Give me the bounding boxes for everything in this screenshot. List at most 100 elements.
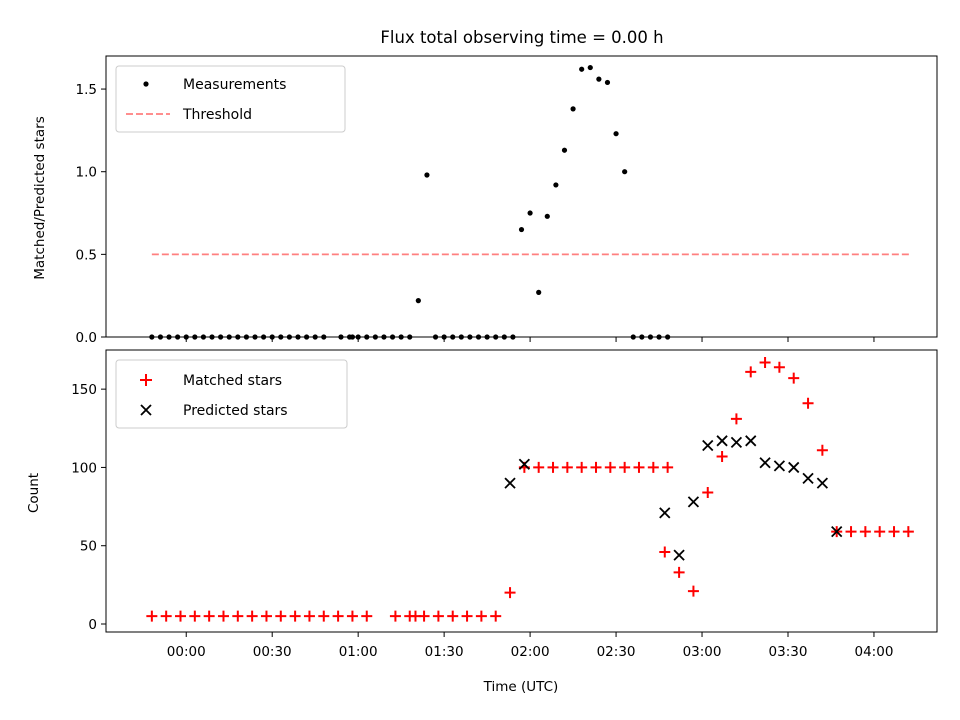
measurement-point [536, 289, 542, 295]
legend-measurements-marker [143, 81, 149, 87]
matched-star-point [203, 610, 215, 622]
matched-star-point [561, 461, 573, 473]
matched-star-point [659, 546, 671, 558]
matched-star-point [802, 397, 814, 409]
legend-matched-label: Matched stars [183, 373, 282, 389]
matched-star-point [633, 461, 645, 473]
legend-predicted-marker [140, 404, 152, 416]
measurement-point [553, 182, 559, 188]
predicted-star-point [816, 477, 829, 489]
matched-star-point [303, 610, 315, 622]
legend-predicted-label: Predicted stars [183, 403, 288, 419]
matched-star-point [576, 461, 588, 473]
predicted-star-point [802, 472, 814, 485]
top-panel: Flux total observing time = 0.00 h Match… [32, 28, 938, 346]
matched-star-point [845, 526, 857, 538]
matched-star-point [788, 372, 800, 384]
bottom-panel: Count Time (UTC) 0 50 100 150 00:00 00:30 01:… [26, 349, 938, 695]
predicted-star-point [702, 439, 714, 452]
bottom-x-ticks: 00:00 00:30 01:00 01:30 02:00 02:30 03:00 03:30… [167, 632, 894, 660]
matched-star-point [189, 610, 201, 622]
top-y-tick-label: 1.5 [76, 82, 97, 98]
measurement-point [415, 298, 421, 304]
matched-star-point [389, 610, 401, 622]
predicted-star-point [788, 461, 800, 474]
bottom-x-tick-label: 04:00 [855, 644, 894, 660]
bottom-y-tick-label: 0 [88, 617, 97, 633]
matched-star-point [619, 461, 631, 473]
bottom-x-tick-label: 00:30 [253, 644, 292, 660]
measurement-point [613, 131, 619, 137]
bottom-y-tick-label: 50 [80, 539, 97, 555]
predicted-star-point [518, 458, 531, 470]
matched-star-point [773, 361, 785, 373]
top-chart-title: Flux total observing time = 0.00 h [380, 28, 663, 47]
matched-star-point [604, 461, 616, 473]
top-legend-box [115, 65, 346, 133]
bottom-plot-frame [105, 349, 938, 633]
measurement-point [570, 106, 576, 112]
predicted-star-point [831, 525, 843, 538]
matched-star-point [461, 610, 473, 622]
matched-star-point [673, 566, 685, 578]
top-y-ticks: 0.0 0.5 1.0 1.5 [76, 82, 106, 346]
matched-star-point [490, 610, 502, 622]
x-axis-label: Time (UTC) [483, 679, 559, 695]
measurement-point [518, 226, 525, 233]
matched-star-point [730, 413, 742, 425]
matched-star-point [332, 610, 344, 622]
bottom-y-axis-label: Count [26, 473, 42, 513]
matched-star-point [745, 366, 757, 378]
matched-star-point [217, 610, 229, 622]
bottom-x-tick-label: 03:00 [683, 644, 722, 660]
matched-star-point [275, 610, 287, 622]
legend-threshold-label: Threshold [182, 107, 252, 123]
legend-measurements-label: Measurements [183, 77, 286, 93]
bottom-x-tick-label: 01:30 [425, 644, 464, 660]
top-y-tick-label: 1.0 [76, 165, 97, 181]
bottom-x-tick-label: 00:00 [167, 644, 206, 660]
bottom-legend-box [115, 359, 348, 429]
matched-star-point [418, 610, 430, 622]
matched-star-point [475, 610, 487, 622]
measurement-point [622, 169, 628, 175]
top-x-ticks [185, 337, 875, 342]
measurement-point [596, 76, 602, 82]
matched-star-point [346, 610, 358, 622]
matched-star-point [504, 587, 516, 599]
matched-star-point [547, 461, 559, 473]
top-plot-frame [105, 55, 938, 338]
measurement-point [527, 210, 533, 216]
top-legend: Measurements Threshold [115, 65, 346, 133]
predicted-star-point [716, 435, 728, 447]
matched-star-point [246, 610, 258, 622]
matched-star-point [361, 610, 373, 622]
matched-star-point [590, 461, 602, 473]
matched-star-point [702, 486, 714, 498]
measurement-point [544, 213, 550, 219]
predicted-star-point [730, 436, 743, 449]
matched-star-point [318, 610, 330, 622]
bottom-x-tick-label: 01:00 [339, 644, 378, 660]
bottom-x-tick-label: 02:00 [511, 644, 550, 660]
matched-star-point [146, 610, 158, 622]
bottom-legend: Matched stars Predicted stars [115, 359, 348, 429]
measurement-point [424, 172, 430, 178]
matched-star-point [432, 610, 444, 622]
bottom-y-tick-label: 100 [71, 460, 97, 476]
matched-star-point [175, 610, 187, 622]
measurement-point [604, 79, 611, 86]
predicted-star-point [773, 460, 786, 472]
measurement-point [579, 66, 585, 72]
bottom-x-tick-label: 02:30 [597, 644, 636, 660]
bottom-y-ticks: 0 50 100 150 [71, 382, 106, 633]
bottom-y-tick-label: 150 [71, 382, 97, 398]
matched-star-point [647, 461, 659, 473]
predicted-star-point [745, 435, 757, 447]
legend-matched-marker [140, 374, 152, 386]
predicted-star-point [687, 496, 700, 508]
matched-star-point [662, 461, 674, 473]
bottom-x-tick-label: 03:30 [769, 644, 808, 660]
predicted-star-point [759, 457, 771, 469]
